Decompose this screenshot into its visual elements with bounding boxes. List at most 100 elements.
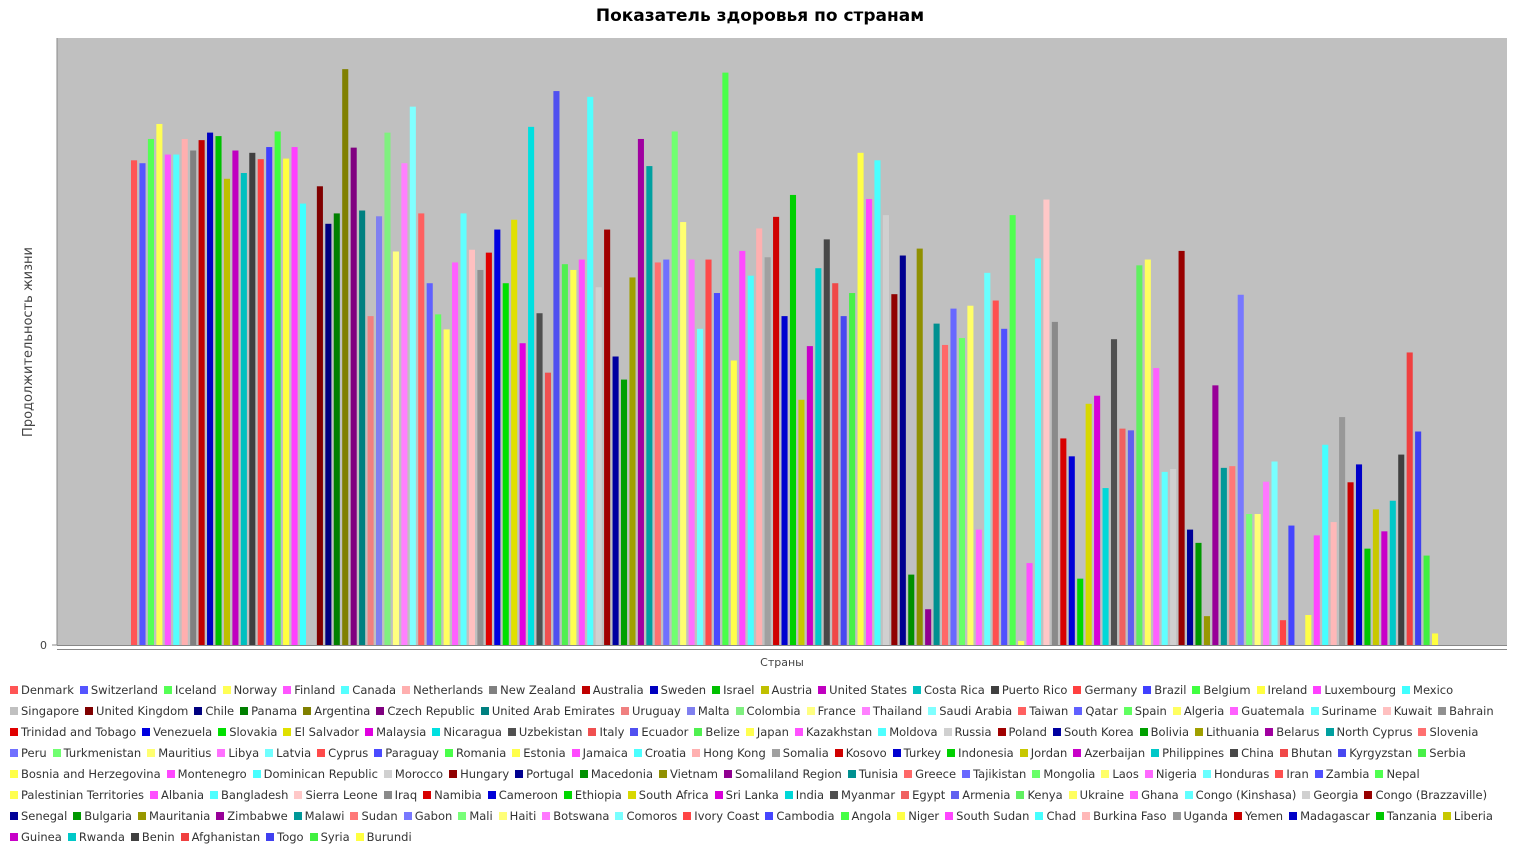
- legend-swatch: [997, 728, 1006, 736]
- legend-item: Malaysia: [365, 722, 426, 743]
- legend-label: Switzerland: [90, 683, 158, 697]
- bar: [511, 219, 518, 645]
- legend-swatch: [10, 686, 18, 694]
- bar: [1034, 258, 1042, 645]
- bar: [240, 173, 247, 645]
- legend-label: Austria: [771, 683, 813, 697]
- legend-item: Palestinian Territories: [10, 785, 144, 806]
- bar: [882, 215, 889, 645]
- bar: [283, 158, 290, 645]
- legend-swatch: [309, 833, 318, 841]
- bar: [781, 316, 788, 645]
- legend-item: Cambodia: [765, 806, 835, 827]
- legend-swatch: [355, 833, 364, 841]
- bar: [418, 213, 425, 645]
- legend-label: India: [795, 788, 825, 802]
- bar: [849, 293, 856, 645]
- legend-item: Hungary: [449, 764, 509, 785]
- x-axis-label: Страны: [760, 656, 804, 669]
- legend-swatch: [1073, 749, 1082, 757]
- legend-label: Zimbabwe: [227, 809, 288, 823]
- legend-label: United Kingdom: [96, 704, 189, 718]
- legend-item: Taiwan: [1018, 701, 1068, 722]
- bar: [502, 283, 509, 645]
- bar: [1364, 548, 1371, 645]
- legend-item: Ireland: [1256, 680, 1308, 701]
- legend-swatch: [990, 686, 999, 694]
- legend-item: Morocco: [383, 764, 443, 785]
- bar: [1254, 514, 1261, 645]
- legend-item: United States: [818, 680, 907, 701]
- legend-label: Ivory Coast: [694, 809, 760, 823]
- legend-item: Israel: [712, 680, 755, 701]
- legend-label: Luxembourg: [1324, 683, 1397, 697]
- legend-item: Hong Kong: [692, 743, 766, 764]
- legend-label: Ireland: [1267, 683, 1308, 697]
- legend-item: Belarus: [1265, 722, 1320, 743]
- legend-item: Burundi: [355, 827, 412, 848]
- legend-label: Qatar: [1085, 704, 1118, 718]
- legend-swatch: [659, 770, 668, 778]
- legend-label: United States: [829, 683, 908, 697]
- bar: [806, 346, 813, 645]
- legend-label: China: [1241, 746, 1274, 760]
- legend-label: Costa Rica: [924, 683, 985, 697]
- bar: [350, 147, 357, 645]
- bar: [840, 316, 847, 645]
- legend-swatch: [615, 812, 624, 820]
- legend-label: Cambodia: [776, 809, 835, 823]
- legend-swatch: [303, 707, 312, 715]
- legend-item: Paraguay: [374, 743, 439, 764]
- legend-label: Slovenia: [1429, 725, 1479, 739]
- legend-swatch: [1130, 791, 1139, 799]
- chart-title: Показатель здоровья по странам: [595, 6, 925, 26]
- legend-item: Dominican Republic: [252, 764, 378, 785]
- legend-item: Myanmar: [830, 785, 895, 806]
- legend-swatch: [402, 686, 411, 694]
- legend-item: Saudi Arabia: [928, 701, 1012, 722]
- legend-item: Canada: [341, 680, 396, 701]
- legend-swatch: [1382, 707, 1391, 715]
- legend-label: Portugal: [526, 767, 574, 781]
- bar: [916, 248, 923, 645]
- bar: [975, 529, 982, 645]
- legend-label: Australia: [592, 683, 644, 697]
- bar: [620, 379, 628, 645]
- bar: [705, 259, 712, 645]
- bar: [1279, 620, 1287, 645]
- legend-label: Mongolia: [1043, 767, 1096, 781]
- legend-swatch: [847, 770, 856, 778]
- legend-item: Benin: [130, 827, 175, 848]
- legend-swatch: [1442, 812, 1451, 820]
- legend-swatch: [892, 749, 901, 757]
- legend-swatch: [913, 686, 922, 694]
- bar: [739, 250, 746, 645]
- legend-swatch: [947, 749, 956, 757]
- legend-item: Indonesia: [947, 743, 1014, 764]
- legend-swatch: [85, 707, 94, 715]
- bar: [688, 259, 695, 645]
- bar: [1246, 514, 1253, 645]
- bar: [764, 257, 771, 645]
- bar: [908, 574, 915, 645]
- legend-swatch: [403, 812, 412, 820]
- legend-swatch: [1143, 686, 1152, 694]
- bar: [1009, 215, 1016, 645]
- legend-swatch: [630, 728, 639, 736]
- bar: [1220, 467, 1227, 645]
- legend-item: Bahrain: [1438, 701, 1494, 722]
- legend-item: Ivory Coast: [683, 806, 759, 827]
- bar: [561, 264, 568, 645]
- legend-label: Kosovo: [845, 746, 887, 760]
- legend-swatch: [180, 833, 189, 841]
- legend-label: Trinidad and Tobago: [21, 725, 137, 739]
- legend-label: Mauritius: [158, 746, 212, 760]
- bar: [519, 343, 526, 645]
- legend-label: Cyprus: [328, 746, 369, 760]
- bar: [333, 213, 340, 645]
- legend-label: Slovakia: [229, 725, 278, 739]
- legend-label: Japan: [756, 725, 789, 739]
- bar: [595, 287, 602, 645]
- legend-swatch: [130, 833, 139, 841]
- legend-item: Mongolia: [1032, 764, 1095, 785]
